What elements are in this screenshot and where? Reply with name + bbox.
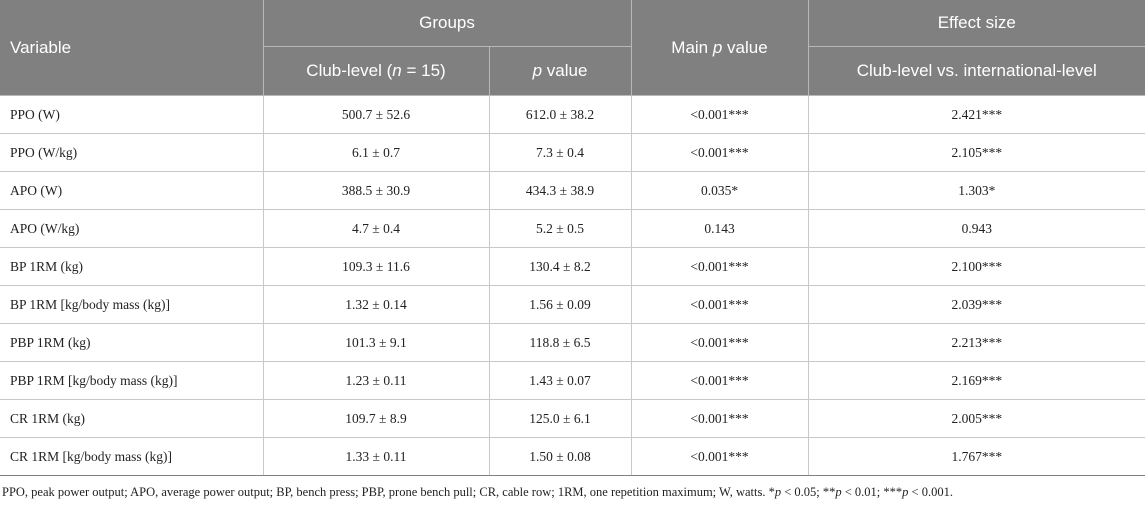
cell-p: 1.56 ± 0.09	[489, 285, 632, 324]
cell-variable: APO (W)	[0, 171, 264, 210]
table-row: CR 1RM (kg) 109.7 ± 8.9 125.0 ± 6.1 <0.0…	[0, 399, 1145, 438]
cell-p: 7.3 ± 0.4	[489, 133, 632, 172]
cell-club: 101.3 ± 9.1	[263, 323, 490, 362]
header-effect-size: Effect size	[808, 0, 1145, 47]
cell-main-p: <0.001***	[631, 323, 809, 362]
cell-variable: PBP 1RM [kg/body mass (kg)]	[0, 361, 264, 400]
table-row: APO (W/kg) 4.7 ± 0.4 5.2 ± 0.5 0.143 0.9…	[0, 209, 1145, 248]
cell-p: 1.43 ± 0.07	[489, 361, 632, 400]
table-row: PPO (W/kg) 6.1 ± 0.7 7.3 ± 0.4 <0.001***…	[0, 133, 1145, 172]
cell-main-p: <0.001***	[631, 247, 809, 286]
cell-p: 125.0 ± 6.1	[489, 399, 632, 438]
cell-effect: 1.767***	[808, 437, 1145, 476]
cell-variable: PPO (W/kg)	[0, 133, 264, 172]
cell-effect: 2.100***	[808, 247, 1145, 286]
header-p-value: p value	[489, 46, 632, 96]
table-row: BP 1RM (kg) 109.3 ± 11.6 130.4 ± 8.2 <0.…	[0, 247, 1145, 286]
cell-p: 434.3 ± 38.9	[489, 171, 632, 210]
cell-effect: 2.421***	[808, 95, 1145, 134]
header-club-level: Club-level (n = 15)	[263, 46, 490, 96]
cell-variable: PPO (W)	[0, 95, 264, 134]
results-table: Variable Groups Main p value Effect size…	[0, 0, 1145, 476]
table-row: PPO (W) 500.7 ± 52.6 612.0 ± 38.2 <0.001…	[0, 95, 1145, 134]
cell-p: 5.2 ± 0.5	[489, 209, 632, 248]
cell-effect: 2.213***	[808, 323, 1145, 362]
cell-main-p: <0.001***	[631, 361, 809, 400]
cell-p: 1.50 ± 0.08	[489, 437, 632, 476]
cell-main-p: 0.143	[631, 209, 809, 248]
table-row: CR 1RM [kg/body mass (kg)] 1.33 ± 0.11 1…	[0, 437, 1145, 476]
table-row: PBP 1RM [kg/body mass (kg)] 1.23 ± 0.11 …	[0, 361, 1145, 400]
cell-club: 109.7 ± 8.9	[263, 399, 490, 438]
cell-effect: 2.169***	[808, 361, 1145, 400]
cell-p: 118.8 ± 6.5	[489, 323, 632, 362]
table-footnote: PPO, peak power output; APO, average pow…	[2, 485, 953, 499]
cell-club: 1.33 ± 0.11	[263, 437, 490, 476]
table-row: BP 1RM [kg/body mass (kg)] 1.32 ± 0.14 1…	[0, 285, 1145, 324]
cell-variable: BP 1RM [kg/body mass (kg)]	[0, 285, 264, 324]
cell-p: 612.0 ± 38.2	[489, 95, 632, 134]
cell-effect: 2.105***	[808, 133, 1145, 172]
cell-club: 6.1 ± 0.7	[263, 133, 490, 172]
header-comparison: Club-level vs. international-level	[808, 46, 1145, 96]
cell-effect: 2.039***	[808, 285, 1145, 324]
cell-variable: BP 1RM (kg)	[0, 247, 264, 286]
cell-club: 1.32 ± 0.14	[263, 285, 490, 324]
cell-club: 388.5 ± 30.9	[263, 171, 490, 210]
cell-variable: CR 1RM [kg/body mass (kg)]	[0, 437, 264, 476]
header-row-1: Variable Groups Main p value Effect size	[0, 0, 1145, 96]
cell-main-p: <0.001***	[631, 95, 809, 134]
cell-variable: CR 1RM (kg)	[0, 399, 264, 438]
cell-club: 109.3 ± 11.6	[263, 247, 490, 286]
cell-main-p: 0.035*	[631, 171, 809, 210]
cell-variable: APO (W/kg)	[0, 209, 264, 248]
cell-variable: PBP 1RM (kg)	[0, 323, 264, 362]
cell-main-p: <0.001***	[631, 133, 809, 172]
cell-effect: 0.943	[808, 209, 1145, 248]
header-row-2: Club-level (n = 15) p value Club-level v…	[0, 46, 1145, 96]
cell-p: 130.4 ± 8.2	[489, 247, 632, 286]
cell-club: 500.7 ± 52.6	[263, 95, 490, 134]
cell-club: 1.23 ± 0.11	[263, 361, 490, 400]
cell-club: 4.7 ± 0.4	[263, 209, 490, 248]
table-body: PPO (W) 500.7 ± 52.6 612.0 ± 38.2 <0.001…	[0, 95, 1145, 476]
header-groups: Groups	[263, 0, 632, 47]
cell-effect: 1.303*	[808, 171, 1145, 210]
header-variable: Variable	[0, 0, 264, 96]
header-main-p-value: Main p value	[631, 0, 809, 96]
cell-main-p: <0.001***	[631, 437, 809, 476]
table-row: APO (W) 388.5 ± 30.9 434.3 ± 38.9 0.035*…	[0, 171, 1145, 210]
table-header: Variable Groups Main p value Effect size…	[0, 0, 1145, 96]
cell-main-p: <0.001***	[631, 285, 809, 324]
cell-main-p: <0.001***	[631, 399, 809, 438]
table-row: PBP 1RM (kg) 101.3 ± 9.1 118.8 ± 6.5 <0.…	[0, 323, 1145, 362]
cell-effect: 2.005***	[808, 399, 1145, 438]
